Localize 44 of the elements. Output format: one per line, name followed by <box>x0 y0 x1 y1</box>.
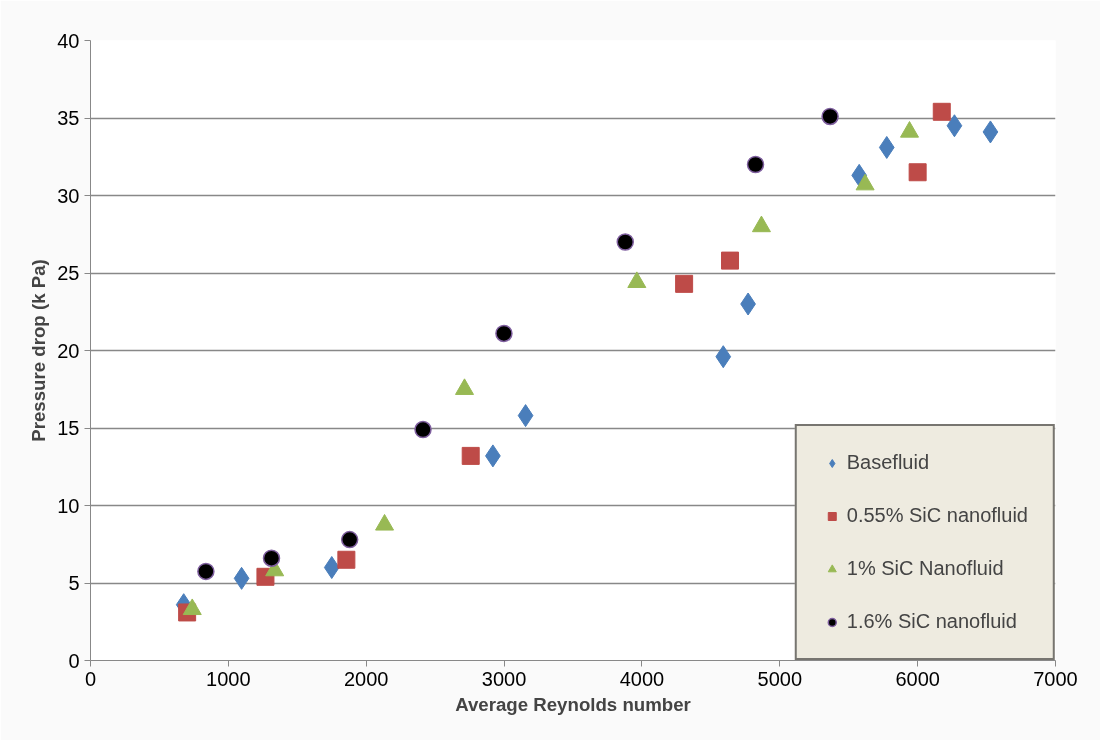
point <box>675 274 694 293</box>
point <box>233 566 250 590</box>
x-axis-title: Average Reynolds number <box>455 693 691 715</box>
legend-label: 0.55% SiC nanofluid <box>846 504 1028 527</box>
y-tick-label: 40 <box>57 29 80 52</box>
point <box>821 107 839 126</box>
point <box>262 549 281 567</box>
point <box>323 556 340 579</box>
y-tick-label: 20 <box>57 339 80 362</box>
point <box>932 102 951 121</box>
y-tick-label: 30 <box>57 184 80 207</box>
y-tick-label: 10 <box>57 494 80 517</box>
x-tick-label: 1000 <box>206 667 251 690</box>
legend-label: 1% SiC Nanofluid <box>846 557 1004 580</box>
point <box>946 114 963 138</box>
x-tick-label: 7000 <box>1033 667 1078 690</box>
point <box>616 233 634 251</box>
legend-label: Basefluid <box>846 451 930 474</box>
point <box>461 446 480 465</box>
y-tick-label: 0 <box>68 649 80 672</box>
point <box>721 251 740 270</box>
point <box>337 550 356 569</box>
point <box>340 530 359 549</box>
x-tick-label: 6000 <box>895 667 940 690</box>
point <box>414 420 432 439</box>
x-tick-label: 3000 <box>481 667 527 690</box>
point <box>746 155 765 174</box>
y-tick-label: 25 <box>57 262 80 284</box>
point <box>495 324 513 343</box>
y-tick-label: 35 <box>57 107 80 129</box>
x-tick-label: 4000 <box>619 667 665 690</box>
point <box>517 404 534 428</box>
y-tick-label: 5 <box>68 572 80 594</box>
x-tick-label: 5000 <box>757 667 803 690</box>
y-tick-label: 15 <box>57 417 80 439</box>
legend-label: 1.6% SiC nanofluid <box>846 610 1017 633</box>
x-tick-label: 0 <box>84 667 97 690</box>
y-axis-title: Pressure drop (k Pa) <box>28 259 50 442</box>
point <box>982 120 999 144</box>
point <box>878 135 895 159</box>
point <box>908 163 927 182</box>
x-tick-label: 2000 <box>343 667 389 690</box>
point <box>197 562 215 581</box>
point <box>715 345 732 369</box>
